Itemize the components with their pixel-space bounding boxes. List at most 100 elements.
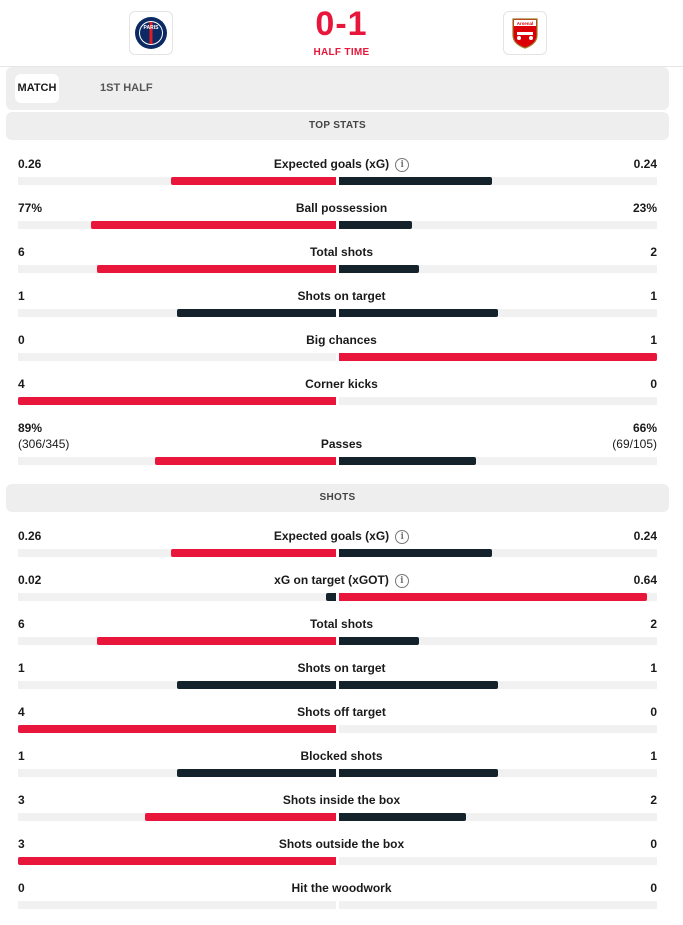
home-value: 0.02: [18, 573, 42, 587]
home-bar: [177, 309, 336, 317]
stat-row: 4 Corner kicks 0: [0, 377, 683, 421]
home-bar: [18, 397, 336, 405]
home-bar-track: [18, 353, 336, 361]
home-bar: [18, 725, 336, 733]
away-bar-track: [339, 221, 657, 229]
away-value: 1: [650, 333, 657, 347]
stat-row: 0 Hit the woodwork 0: [0, 881, 683, 925]
away-value: 0: [650, 837, 657, 851]
home-value: 77%: [18, 201, 43, 215]
stat-label: Total shots: [309, 245, 374, 259]
info-icon[interactable]: i: [394, 573, 409, 588]
home-value: 1: [18, 289, 25, 303]
stat-label: xG on target (xGOT) i: [0, 573, 683, 588]
match-header: PARIS 0-1 HALF TIME Arsenal: [0, 0, 683, 67]
home-bar-track: [18, 901, 336, 909]
away-value: 0: [650, 881, 657, 895]
home-value: 0.26: [18, 529, 42, 543]
away-bar-track: [339, 265, 657, 273]
home-value: 0.26: [18, 157, 42, 171]
home-team-crest[interactable]: PARIS: [129, 11, 173, 55]
tab-1st-half[interactable]: 1ST HALF: [100, 82, 153, 94]
stat-row: 6 Total shots 2: [0, 617, 683, 661]
home-bar-track: [18, 681, 336, 689]
stat-label: Shots inside the box: [282, 793, 401, 807]
away-value: 0.24: [633, 529, 657, 543]
home-bar-track: [18, 593, 336, 601]
home-bar: [171, 549, 336, 557]
away-bar: [339, 637, 419, 645]
home-value: 89% (306/345): [18, 421, 70, 451]
away-bar: [339, 769, 498, 777]
away-bar-track: [339, 725, 657, 733]
home-bar: [155, 457, 336, 465]
away-value: 1: [650, 661, 657, 675]
away-bar-track: [339, 901, 657, 909]
away-value: 0: [650, 377, 657, 391]
away-bar-track: [339, 857, 657, 865]
away-value: 0: [650, 705, 657, 719]
home-value: 3: [18, 837, 25, 851]
stat-row: 0 Big chances 1: [0, 333, 683, 377]
home-value: 1: [18, 749, 25, 763]
info-icon[interactable]: i: [395, 529, 410, 544]
stat-label: Blocked shots: [300, 749, 383, 763]
away-value: 2: [650, 793, 657, 807]
stat-label: Expected goals (xG) i: [0, 157, 683, 172]
stat-row: 1 Blocked shots 1: [0, 749, 683, 793]
away-bar-track: [339, 637, 657, 645]
away-value: 0.24: [633, 157, 657, 171]
home-bar-track: [18, 637, 336, 645]
home-bar-track: [18, 857, 336, 865]
stat-row: 0.26 Expected goals (xG) i 0.24: [0, 529, 683, 573]
away-bar-track: [339, 593, 657, 601]
arsenal-crest-icon: Arsenal: [512, 18, 538, 49]
away-bar: [339, 549, 492, 557]
away-bar: [339, 457, 476, 465]
away-value-detail: (69/105): [612, 437, 657, 451]
away-value: 0.64: [633, 573, 657, 587]
stat-label: Shots on target: [297, 661, 386, 675]
stat-label: Ball possession: [295, 201, 388, 215]
home-bar-track: [18, 265, 336, 273]
section-header: SHOTS: [6, 484, 669, 512]
home-value: 0: [18, 881, 25, 895]
stat-label: Expected goals (xG) i: [0, 529, 683, 544]
match-score: 0-1: [315, 5, 368, 43]
info-icon[interactable]: i: [395, 157, 410, 172]
away-bar: [339, 309, 498, 317]
stat-row: 6 Total shots 2: [0, 245, 683, 289]
away-bar: [339, 353, 657, 361]
home-bar: [177, 681, 336, 689]
tab-match[interactable]: MATCH: [15, 74, 59, 103]
away-bar: [339, 681, 498, 689]
stat-row: 3 Shots outside the box 0: [0, 837, 683, 881]
stat-label: Big chances: [306, 333, 377, 347]
home-value: 1: [18, 661, 25, 675]
home-bar-track: [18, 177, 336, 185]
home-bar-track: [18, 397, 336, 405]
away-team-crest[interactable]: Arsenal: [503, 11, 547, 55]
away-bar-track: [339, 177, 657, 185]
away-bar: [339, 177, 492, 185]
home-bar: [97, 265, 336, 273]
home-bar-track: [18, 457, 336, 465]
home-bar: [18, 857, 336, 865]
home-value: 6: [18, 245, 25, 259]
away-bar-track: [339, 681, 657, 689]
stat-row: 1 Shots on target 1: [0, 661, 683, 705]
stat-label: Corner kicks: [305, 377, 378, 391]
home-bar: [171, 177, 336, 185]
home-value: 4: [18, 377, 25, 391]
home-value: 4: [18, 705, 25, 719]
away-bar-track: [339, 397, 657, 405]
away-bar-track: [339, 457, 657, 465]
stat-label: Total shots: [309, 617, 374, 631]
away-bar-track: [339, 309, 657, 317]
stat-label: Passes: [320, 437, 363, 451]
away-value: 66% (69/105): [612, 421, 657, 451]
home-bar: [91, 221, 336, 229]
away-bar-track: [339, 813, 657, 821]
stat-label: Hit the woodwork: [291, 881, 392, 895]
home-bar: [145, 813, 336, 821]
